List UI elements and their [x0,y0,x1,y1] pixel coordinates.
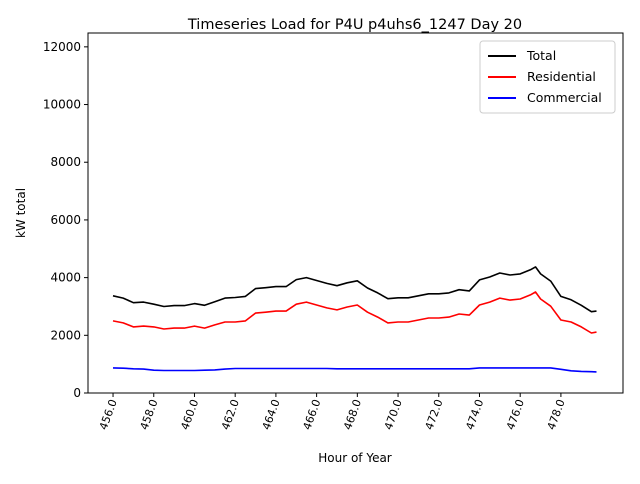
axes-frame [87,32,624,394]
series-line-residential [112,291,597,334]
series-line-total [112,266,597,313]
x-tick-label: 456.0 [97,398,120,432]
series-line-commercial [112,367,597,373]
legend-label: Commercial [527,90,602,105]
x-tick-label: 472.0 [423,398,446,432]
x-axis-label: Hour of Year [318,451,392,465]
x-tick-label: 458.0 [138,398,161,432]
series-layer [112,266,597,373]
y-tick-label: 0 [73,386,81,400]
y-tick-label: 8000 [50,155,81,169]
legend-label: Residential [527,69,596,84]
y-axis-label: kW total [14,188,28,238]
y-tick-label: 6000 [50,213,81,227]
y-tick-label: 12000 [43,40,81,54]
x-axis: 456.0 458.0 460.0 462.0 464.0 466.0 468.0 470.0… [97,393,568,432]
x-tick-label: 470.0 [382,398,405,432]
y-tick-label: 2000 [50,328,81,342]
x-tick-label: 468.0 [341,398,364,432]
x-tick-label: 464.0 [260,398,283,432]
chart-title: Timeseries Load for P4U p4uhs6_1247 Day … [187,17,522,33]
legend-label: Total [526,48,556,63]
x-tick-label: 478.0 [545,398,568,432]
x-tick-label: 460.0 [178,398,201,432]
x-tick-label: 476.0 [504,398,527,432]
x-tick-label: 474.0 [463,398,486,432]
y-tick-label: 4000 [50,271,81,285]
x-tick-label: 466.0 [300,398,323,432]
legend-box [479,40,616,114]
x-tick-label: 462.0 [219,398,242,432]
legend: Total Residential Commercial [479,40,616,114]
y-axis: 0 2000 4000 6000 8000 10000 12000 [43,40,88,400]
y-tick-label: 10000 [43,98,81,112]
